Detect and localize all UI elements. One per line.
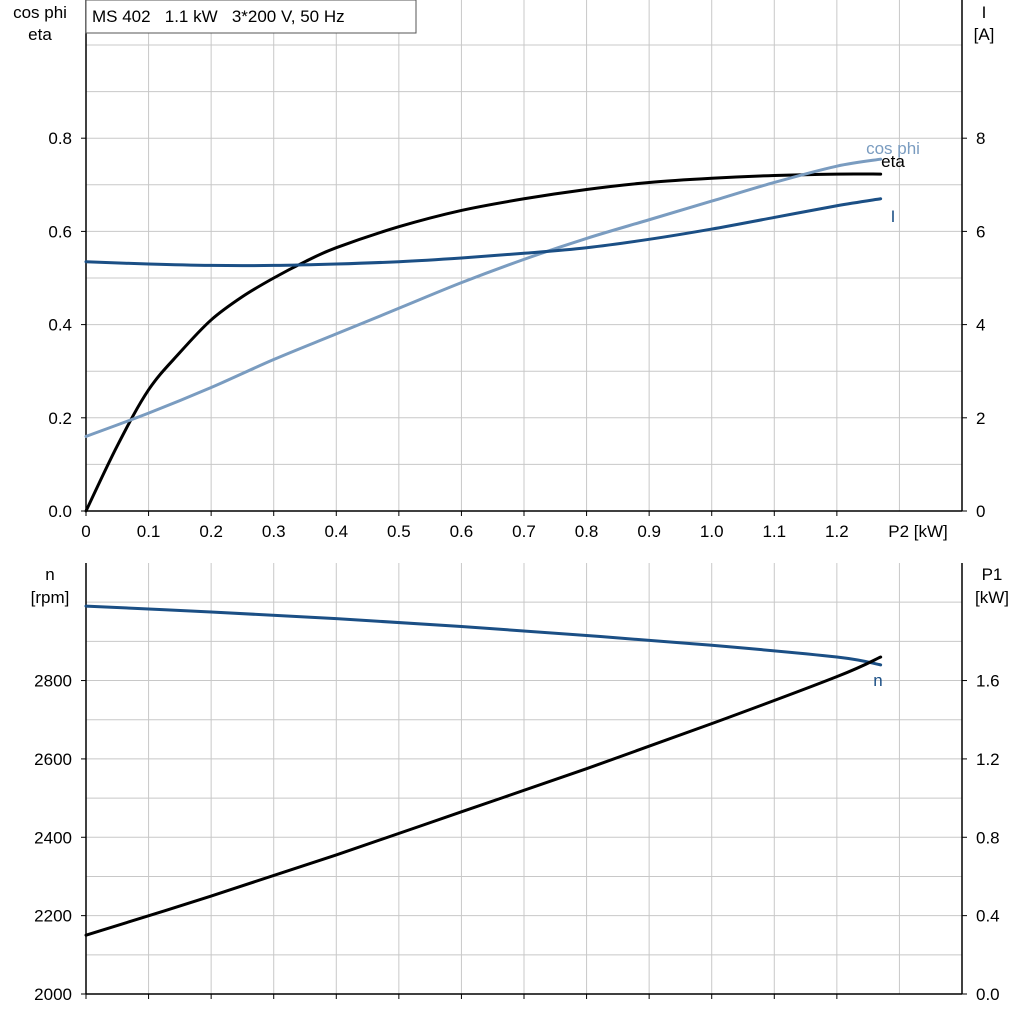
x-tick-label: 0.1 xyxy=(137,522,161,541)
x-tick-label: 0.9 xyxy=(637,522,661,541)
right-y-tick-label: 4 xyxy=(976,316,985,335)
x-tick-label: 0.6 xyxy=(450,522,474,541)
left-y-tick-label: 2200 xyxy=(34,907,72,926)
left-y-tick-label: 2800 xyxy=(34,672,72,691)
x-tick-label: 0.7 xyxy=(512,522,536,541)
top-grid xyxy=(86,0,962,511)
top-left-axis-label-2: eta xyxy=(28,25,52,44)
x-tick-label: 0.2 xyxy=(199,522,223,541)
left-y-tick-label: 0.6 xyxy=(48,222,72,241)
bottom-left-axis-label-2: [rpm] xyxy=(31,588,70,607)
left-y-tick-label: 2400 xyxy=(34,828,72,847)
chart-title: MS 402 1.1 kW 3*200 V, 50 Hz xyxy=(92,7,345,26)
tick-labels: 0 0.1 0.2 0.3 0.4 0.5 0.6 0.7 0.8 0.9 1.0 1.1 1.2 0.0… xyxy=(34,129,999,1004)
bottom-grid xyxy=(86,563,962,994)
right-y-tick-label: 0.0 xyxy=(976,985,1000,1004)
curves xyxy=(84,157,883,937)
x-tick-label: 0 xyxy=(81,522,90,541)
current-curve xyxy=(84,197,883,268)
right-y-tick-label: 0 xyxy=(976,502,985,521)
eta-curve-label: eta xyxy=(881,152,905,171)
title-box xyxy=(85,0,417,34)
x-tick-label: 1.2 xyxy=(825,522,849,541)
left-y-tick-label: 2600 xyxy=(34,750,72,769)
right-y-tick-label: 2 xyxy=(976,409,985,428)
x-tick-label: 0.5 xyxy=(387,522,411,541)
top-right-axis-label-2: [A] xyxy=(974,25,995,44)
x-tick-label: 1.0 xyxy=(700,522,724,541)
speed-curve-label: n xyxy=(873,671,882,690)
right-y-tick-label: 0.4 xyxy=(976,907,1000,926)
eta-curve xyxy=(84,172,883,513)
x-tick-label: 0.8 xyxy=(575,522,599,541)
right-y-tick-label: 0.8 xyxy=(976,828,1000,847)
right-y-tick-label: 1.2 xyxy=(976,750,1000,769)
left-y-tick-label: 2000 xyxy=(34,985,72,1004)
left-y-tick-label: 0.8 xyxy=(48,129,72,148)
x-axis-label: P2 [kW] xyxy=(888,522,948,541)
left-y-tick-label: 0.4 xyxy=(48,316,72,335)
cos-phi-curve xyxy=(84,157,883,438)
bottom-right-axis-label-1: P1 xyxy=(982,565,1003,584)
bottom-left-axis-label-1: n xyxy=(45,565,54,584)
x-tick-label: 1.1 xyxy=(762,522,786,541)
right-y-tick-label: 1.6 xyxy=(976,672,1000,691)
right-y-tick-label: 6 xyxy=(976,222,985,241)
x-tick-label: 0.3 xyxy=(262,522,286,541)
bottom-right-axis-label-2: [kW] xyxy=(975,588,1009,607)
x-tick-label: 0.4 xyxy=(324,522,348,541)
current-curve-label: I xyxy=(891,207,896,226)
top-left-axis-label-1: cos phi xyxy=(13,3,67,22)
left-y-tick-label: 0.2 xyxy=(48,409,72,428)
top-right-axis-label-1: I xyxy=(982,3,987,22)
right-y-tick-label: 8 xyxy=(976,129,985,148)
speed-curve xyxy=(84,604,883,667)
cos-phi-curve-label: cos phi xyxy=(866,139,920,158)
p1-curve xyxy=(84,655,883,937)
left-y-tick-label: 0.0 xyxy=(48,502,72,521)
